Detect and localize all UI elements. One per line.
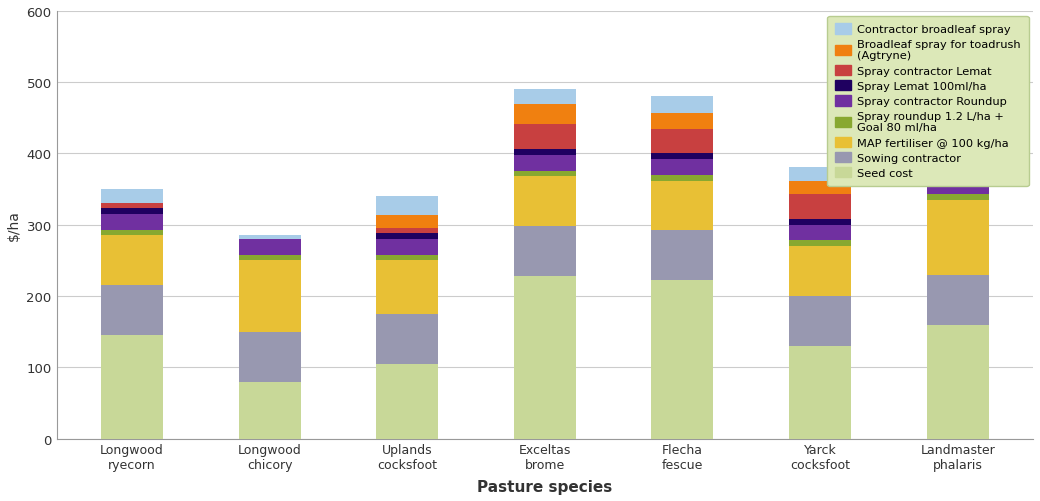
Legend: Contractor broadleaf spray, Broadleaf spray for toadrush
(Agtryne), Spray contra: Contractor broadleaf spray, Broadleaf sp… — [827, 17, 1029, 187]
Bar — [927, 195, 989, 200]
Bar — [514, 125, 576, 150]
Bar — [789, 346, 851, 439]
Bar — [789, 241, 851, 246]
Bar — [101, 190, 163, 203]
Bar — [101, 286, 163, 336]
Bar — [376, 239, 438, 255]
Bar — [789, 168, 851, 182]
Bar — [789, 297, 851, 346]
Bar — [514, 156, 576, 171]
Y-axis label: $/ha: $/ha — [7, 210, 21, 240]
X-axis label: Pasture species: Pasture species — [477, 479, 613, 494]
Bar — [514, 105, 576, 125]
Bar — [514, 277, 576, 439]
Bar — [651, 114, 713, 129]
Bar — [927, 275, 989, 325]
Bar — [376, 197, 438, 215]
Bar — [651, 154, 713, 160]
Bar — [514, 227, 576, 277]
Bar — [376, 261, 438, 314]
Bar — [238, 261, 301, 332]
Bar — [376, 364, 438, 439]
Bar — [514, 90, 576, 105]
Bar — [789, 195, 851, 219]
Bar — [101, 209, 163, 214]
Bar — [651, 97, 713, 114]
Bar — [238, 332, 301, 382]
Bar — [376, 314, 438, 364]
Bar — [514, 150, 576, 156]
Bar — [651, 175, 713, 181]
Bar — [376, 215, 438, 228]
Bar — [376, 228, 438, 234]
Bar — [101, 203, 163, 209]
Bar — [101, 230, 163, 236]
Bar — [927, 325, 989, 439]
Bar — [101, 214, 163, 230]
Bar — [789, 225, 851, 241]
Bar — [789, 246, 851, 297]
Bar — [927, 161, 989, 173]
Bar — [927, 179, 989, 195]
Bar — [927, 173, 989, 179]
Bar — [238, 239, 301, 255]
Bar — [789, 219, 851, 225]
Bar — [238, 255, 301, 261]
Bar — [376, 255, 438, 261]
Bar — [651, 231, 713, 281]
Bar — [651, 129, 713, 154]
Bar — [101, 336, 163, 439]
Bar — [514, 171, 576, 177]
Bar — [927, 153, 989, 161]
Bar — [651, 160, 713, 175]
Bar — [514, 177, 576, 227]
Bar — [376, 234, 438, 239]
Bar — [927, 200, 989, 275]
Bar — [238, 382, 301, 439]
Bar — [789, 182, 851, 195]
Bar — [927, 138, 989, 153]
Bar — [101, 236, 163, 286]
Bar — [651, 181, 713, 231]
Bar — [238, 236, 301, 239]
Bar — [651, 281, 713, 439]
